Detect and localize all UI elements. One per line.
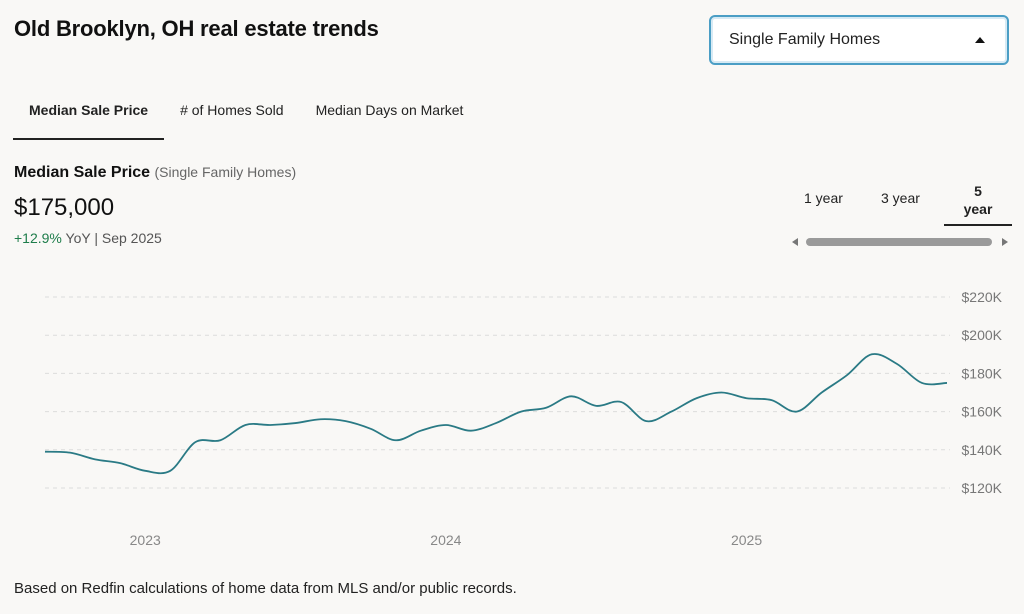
change-percent: +12.9% (14, 230, 62, 246)
scroll-right-icon[interactable] (1002, 238, 1008, 246)
range-selector: 1 year 3 year 5 year (790, 182, 1012, 248)
caret-up-icon (975, 37, 985, 43)
page-title: Old Brooklyn, OH real estate trends (14, 16, 379, 41)
tab-median-days-on-market[interactable]: Median Days on Market (315, 102, 464, 118)
metric-label: Median Sale Price (14, 164, 151, 181)
y-tick-label: $160K (962, 404, 1003, 420)
property-type-dropdown[interactable]: Single Family Homes (709, 15, 1009, 65)
range-3-year[interactable]: 3 year (881, 190, 920, 206)
tab-homes-sold[interactable]: # of Homes Sold (180, 102, 284, 118)
range-1-year[interactable]: 1 year (804, 190, 843, 206)
range-5-year[interactable]: 5 year (944, 182, 1012, 226)
footnote: Based on Redfin calculations of home dat… (14, 580, 517, 597)
metric-heading: Median Sale Price (Single Family Homes) (14, 164, 296, 182)
tab-median-sale-price[interactable]: Median Sale Price (13, 96, 165, 140)
scroll-thumb[interactable] (806, 238, 992, 246)
property-type-value: Single Family Homes (729, 31, 881, 48)
series-line (44, 353, 948, 475)
y-tick-label: $200K (962, 327, 1003, 343)
x-tick-label: 2025 (731, 532, 762, 548)
change-suffix: YoY (65, 230, 91, 246)
y-tick-label: $220K (962, 289, 1003, 305)
change-period: Sep 2025 (101, 230, 162, 246)
y-tick-label: $140K (962, 442, 1003, 458)
metric-change: +12.9% YoY | Sep 2025 (14, 230, 162, 246)
scroll-left-icon[interactable] (792, 238, 798, 246)
range-5-year-label: 5 year (963, 183, 993, 217)
metric-tabs: Median Sale Price # of Homes Sold Median… (13, 96, 479, 140)
x-tick-label: 2023 (130, 532, 161, 548)
median-sale-price-chart: $120K $140K $160K $180K $200K $220K 2023 2024 20… (44, 289, 1003, 548)
range-scrollbar[interactable] (790, 236, 1012, 248)
x-tick-label: 2024 (430, 532, 461, 548)
metric-value: $175,000 (14, 194, 115, 221)
y-tick-label: $120K (962, 480, 1003, 496)
y-tick-label: $180K (962, 365, 1003, 381)
metric-sublabel: (Single Family Homes) (154, 164, 297, 180)
change-separator: | (94, 230, 98, 246)
